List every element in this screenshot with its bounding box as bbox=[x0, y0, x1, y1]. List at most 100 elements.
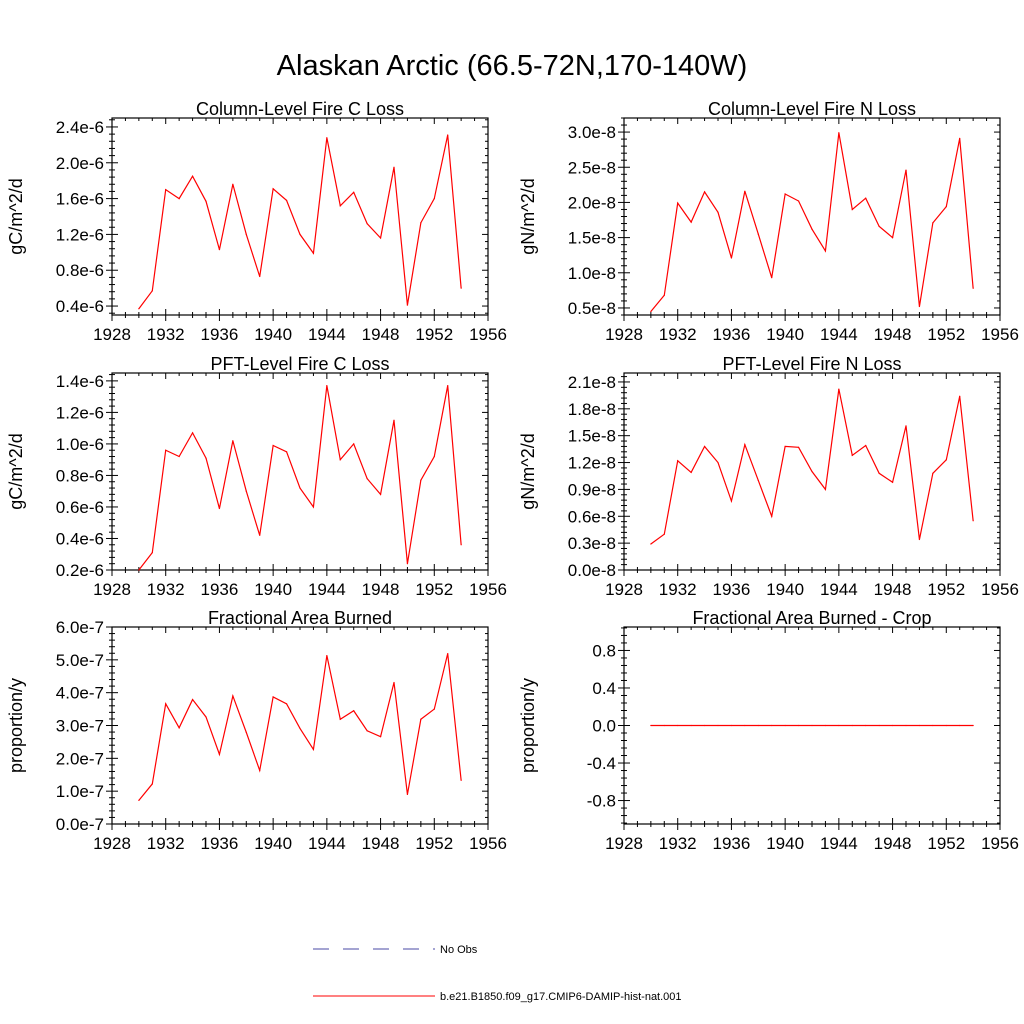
data-point bbox=[447, 134, 449, 136]
y-tick-label: 1.4e-6 bbox=[56, 372, 104, 391]
panel-title: Fractional Area Burned bbox=[208, 608, 392, 628]
data-point bbox=[730, 724, 733, 727]
x-tick-label: 1956 bbox=[981, 325, 1019, 344]
data-point bbox=[703, 191, 706, 193]
data-point bbox=[285, 703, 288, 705]
x-tick-label: 1952 bbox=[927, 580, 965, 599]
data-point bbox=[191, 698, 194, 701]
data-point bbox=[447, 652, 449, 655]
data-point bbox=[918, 724, 921, 727]
data-point bbox=[771, 515, 773, 517]
x-tick-label: 1932 bbox=[147, 325, 185, 344]
x-tick-label: 1956 bbox=[469, 325, 507, 344]
x-tick-label: 1948 bbox=[874, 325, 912, 344]
x-tick-label: 1936 bbox=[713, 834, 751, 853]
data-point bbox=[663, 533, 665, 535]
data-point bbox=[690, 221, 692, 223]
y-tick-label: 0.4e-6 bbox=[56, 297, 104, 316]
x-tick-label: 1944 bbox=[820, 325, 858, 344]
x-tick-label: 1948 bbox=[362, 580, 400, 599]
data-point bbox=[784, 193, 786, 195]
x-tick-label: 1948 bbox=[874, 834, 912, 853]
x-tick-label: 1932 bbox=[147, 580, 185, 599]
data-point bbox=[326, 654, 328, 657]
x-tick-label: 1936 bbox=[201, 325, 239, 344]
legend-label: No Obs bbox=[440, 944, 478, 956]
data-point bbox=[945, 459, 947, 461]
data-point bbox=[891, 481, 894, 483]
data-point bbox=[339, 205, 341, 207]
panel-6: Fractional Area Burned - Crop proportion/… bbox=[518, 608, 1019, 853]
data-point bbox=[272, 696, 274, 698]
y-tick-label: 0.3e-8 bbox=[568, 534, 616, 553]
data-point bbox=[151, 290, 153, 292]
x-tick-label: 1952 bbox=[927, 325, 965, 344]
data-point bbox=[420, 479, 422, 481]
data-point bbox=[272, 444, 274, 447]
data-point bbox=[717, 211, 719, 213]
data-point bbox=[259, 534, 261, 536]
y-tick-label: -0.8 bbox=[587, 792, 616, 811]
y-tick-label: 0.5e-8 bbox=[568, 299, 616, 318]
y-tick-label: 1.0e-8 bbox=[568, 264, 616, 283]
series-line bbox=[138, 653, 462, 801]
data-point bbox=[299, 233, 301, 236]
y-tick-label: 1.2e-8 bbox=[568, 454, 616, 473]
data-point bbox=[905, 724, 907, 727]
data-point bbox=[824, 488, 827, 491]
x-tick-label: 1940 bbox=[254, 580, 292, 599]
x-tick-label: 1928 bbox=[93, 834, 131, 853]
data-point bbox=[366, 477, 368, 480]
data-point bbox=[972, 520, 974, 522]
data-point bbox=[151, 783, 153, 785]
panel-title: PFT-Level Fire N Loss bbox=[722, 354, 901, 374]
data-point bbox=[851, 724, 853, 727]
data-point bbox=[191, 432, 194, 434]
data-point bbox=[972, 287, 974, 289]
data-point bbox=[690, 471, 692, 473]
data-point bbox=[677, 460, 679, 462]
data-point bbox=[353, 443, 355, 445]
data-point bbox=[797, 446, 800, 448]
data-point bbox=[959, 137, 961, 140]
data-point bbox=[460, 287, 462, 289]
data-point bbox=[326, 385, 328, 387]
x-tick-label: 1944 bbox=[308, 834, 346, 853]
data-point bbox=[191, 175, 194, 177]
data-point bbox=[379, 493, 382, 495]
legend: No Obs b.e21.B1850.f09_g17.CMIP6-DAMIP-hi… bbox=[313, 944, 682, 1003]
data-point bbox=[433, 455, 435, 458]
y-tick-label: 6.0e-7 bbox=[56, 618, 104, 637]
x-tick-label: 1956 bbox=[469, 580, 507, 599]
data-point bbox=[757, 724, 759, 727]
data-point bbox=[326, 137, 328, 139]
data-point bbox=[824, 724, 827, 727]
data-point bbox=[379, 237, 382, 239]
x-tick-label: 1952 bbox=[415, 834, 453, 853]
data-point bbox=[299, 727, 301, 730]
data-point bbox=[959, 395, 961, 397]
data-point bbox=[650, 724, 652, 727]
y-tick-label: 1.0e-7 bbox=[56, 782, 104, 801]
y-tick-label: 1.5e-8 bbox=[568, 229, 616, 248]
y-tick-label: 1.6e-6 bbox=[56, 190, 104, 209]
x-tick-label: 1932 bbox=[659, 325, 697, 344]
y-tick-label: 3.0e-8 bbox=[568, 123, 616, 142]
data-point bbox=[353, 191, 355, 193]
data-point bbox=[717, 461, 719, 464]
data-point bbox=[433, 197, 435, 200]
y-tick-label: 2.0e-8 bbox=[568, 193, 616, 212]
data-point bbox=[905, 169, 907, 171]
data-point bbox=[811, 470, 813, 473]
data-point bbox=[353, 710, 355, 712]
data-point bbox=[784, 724, 786, 727]
plot-frame bbox=[111, 117, 489, 316]
x-tick-label: 1932 bbox=[659, 580, 697, 599]
y-tick-label: 0.0 bbox=[592, 717, 616, 736]
y-axis-label: proportion/y bbox=[518, 678, 538, 773]
data-point bbox=[811, 724, 813, 727]
y-tick-label: 2.5e-8 bbox=[568, 158, 616, 177]
x-tick-label: 1944 bbox=[308, 325, 346, 344]
panel-1: Column-Level Fire C Loss gC/m^2/d 1928 1932… bbox=[6, 99, 507, 344]
